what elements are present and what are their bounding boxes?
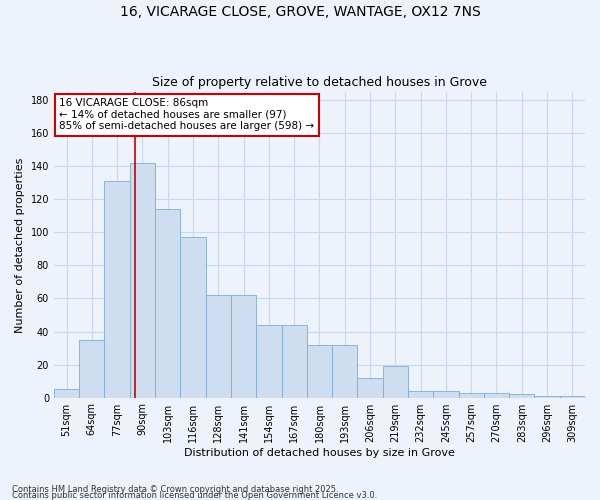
Bar xyxy=(332,344,358,398)
Bar xyxy=(281,325,307,398)
Bar xyxy=(256,325,281,398)
Bar xyxy=(181,238,206,398)
Bar xyxy=(206,295,231,398)
Bar xyxy=(130,163,155,398)
Bar xyxy=(484,392,509,398)
Bar xyxy=(560,396,585,398)
Y-axis label: Number of detached properties: Number of detached properties xyxy=(15,157,25,332)
Text: 16 VICARAGE CLOSE: 86sqm
← 14% of detached houses are smaller (97)
85% of semi-d: 16 VICARAGE CLOSE: 86sqm ← 14% of detach… xyxy=(59,98,314,132)
Bar xyxy=(509,394,535,398)
Bar xyxy=(54,390,79,398)
Text: Contains public sector information licensed under the Open Government Licence v3: Contains public sector information licen… xyxy=(12,491,377,500)
Text: Contains HM Land Registry data © Crown copyright and database right 2025.: Contains HM Land Registry data © Crown c… xyxy=(12,484,338,494)
Bar xyxy=(383,366,408,398)
Bar xyxy=(408,391,433,398)
Bar xyxy=(358,378,383,398)
Text: 16, VICARAGE CLOSE, GROVE, WANTAGE, OX12 7NS: 16, VICARAGE CLOSE, GROVE, WANTAGE, OX12… xyxy=(119,5,481,19)
X-axis label: Distribution of detached houses by size in Grove: Distribution of detached houses by size … xyxy=(184,448,455,458)
Bar xyxy=(231,295,256,398)
Bar xyxy=(79,340,104,398)
Bar xyxy=(307,344,332,398)
Bar xyxy=(458,392,484,398)
Bar xyxy=(104,181,130,398)
Bar xyxy=(433,391,458,398)
Bar xyxy=(155,210,181,398)
Title: Size of property relative to detached houses in Grove: Size of property relative to detached ho… xyxy=(152,76,487,90)
Bar xyxy=(535,396,560,398)
